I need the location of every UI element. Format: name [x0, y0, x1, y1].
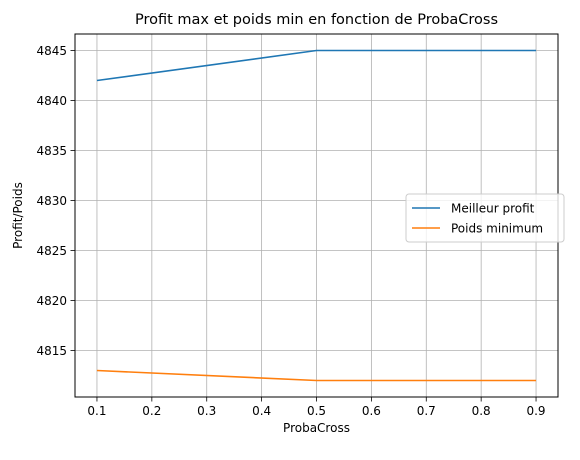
legend-label: Meilleur profit: [451, 201, 535, 215]
x-tick-label: 0.9: [526, 404, 545, 418]
x-tick-label: 0.7: [417, 404, 436, 418]
y-tick-label: 4835: [36, 144, 67, 158]
grid: [75, 34, 558, 397]
y-tick-label: 4825: [36, 244, 67, 258]
y-tick-label: 4845: [36, 44, 67, 58]
x-tick-label: 0.6: [362, 404, 381, 418]
series-line-2: [96, 369, 537, 382]
x-tick-label: 0.1: [87, 404, 106, 418]
x-tick-label: 0.2: [142, 404, 161, 418]
legend-label: Poids minimum: [451, 221, 543, 235]
y-tick-label: 4815: [36, 344, 67, 358]
y-axis-label: Profit/Poids: [11, 182, 25, 249]
x-axis-label: ProbaCross: [283, 421, 350, 435]
x-tick-label: 0.4: [252, 404, 271, 418]
chart-title: Profit max et poids min en fonction de P…: [135, 12, 498, 28]
y-tick-label: 4840: [36, 94, 67, 108]
legend-box: [405, 193, 565, 243]
y-axis: 4815 4820 4825 4830 4835 4840 4845: [36, 44, 75, 358]
legend: Meilleur profit Poids minimum: [405, 193, 565, 243]
x-tick-label: 0.8: [472, 404, 491, 418]
series-line-1: [96, 49, 537, 82]
x-tick-label: 0.5: [307, 404, 326, 418]
y-tick-label: 4820: [36, 294, 67, 308]
x-axis: 0.1 0.2 0.3 0.4 0.5 0.6 0.7 0.8 0.9: [87, 397, 546, 418]
series-layer: [96, 49, 537, 382]
y-tick-label: 4830: [36, 194, 67, 208]
x-tick-label: 0.3: [197, 404, 216, 418]
